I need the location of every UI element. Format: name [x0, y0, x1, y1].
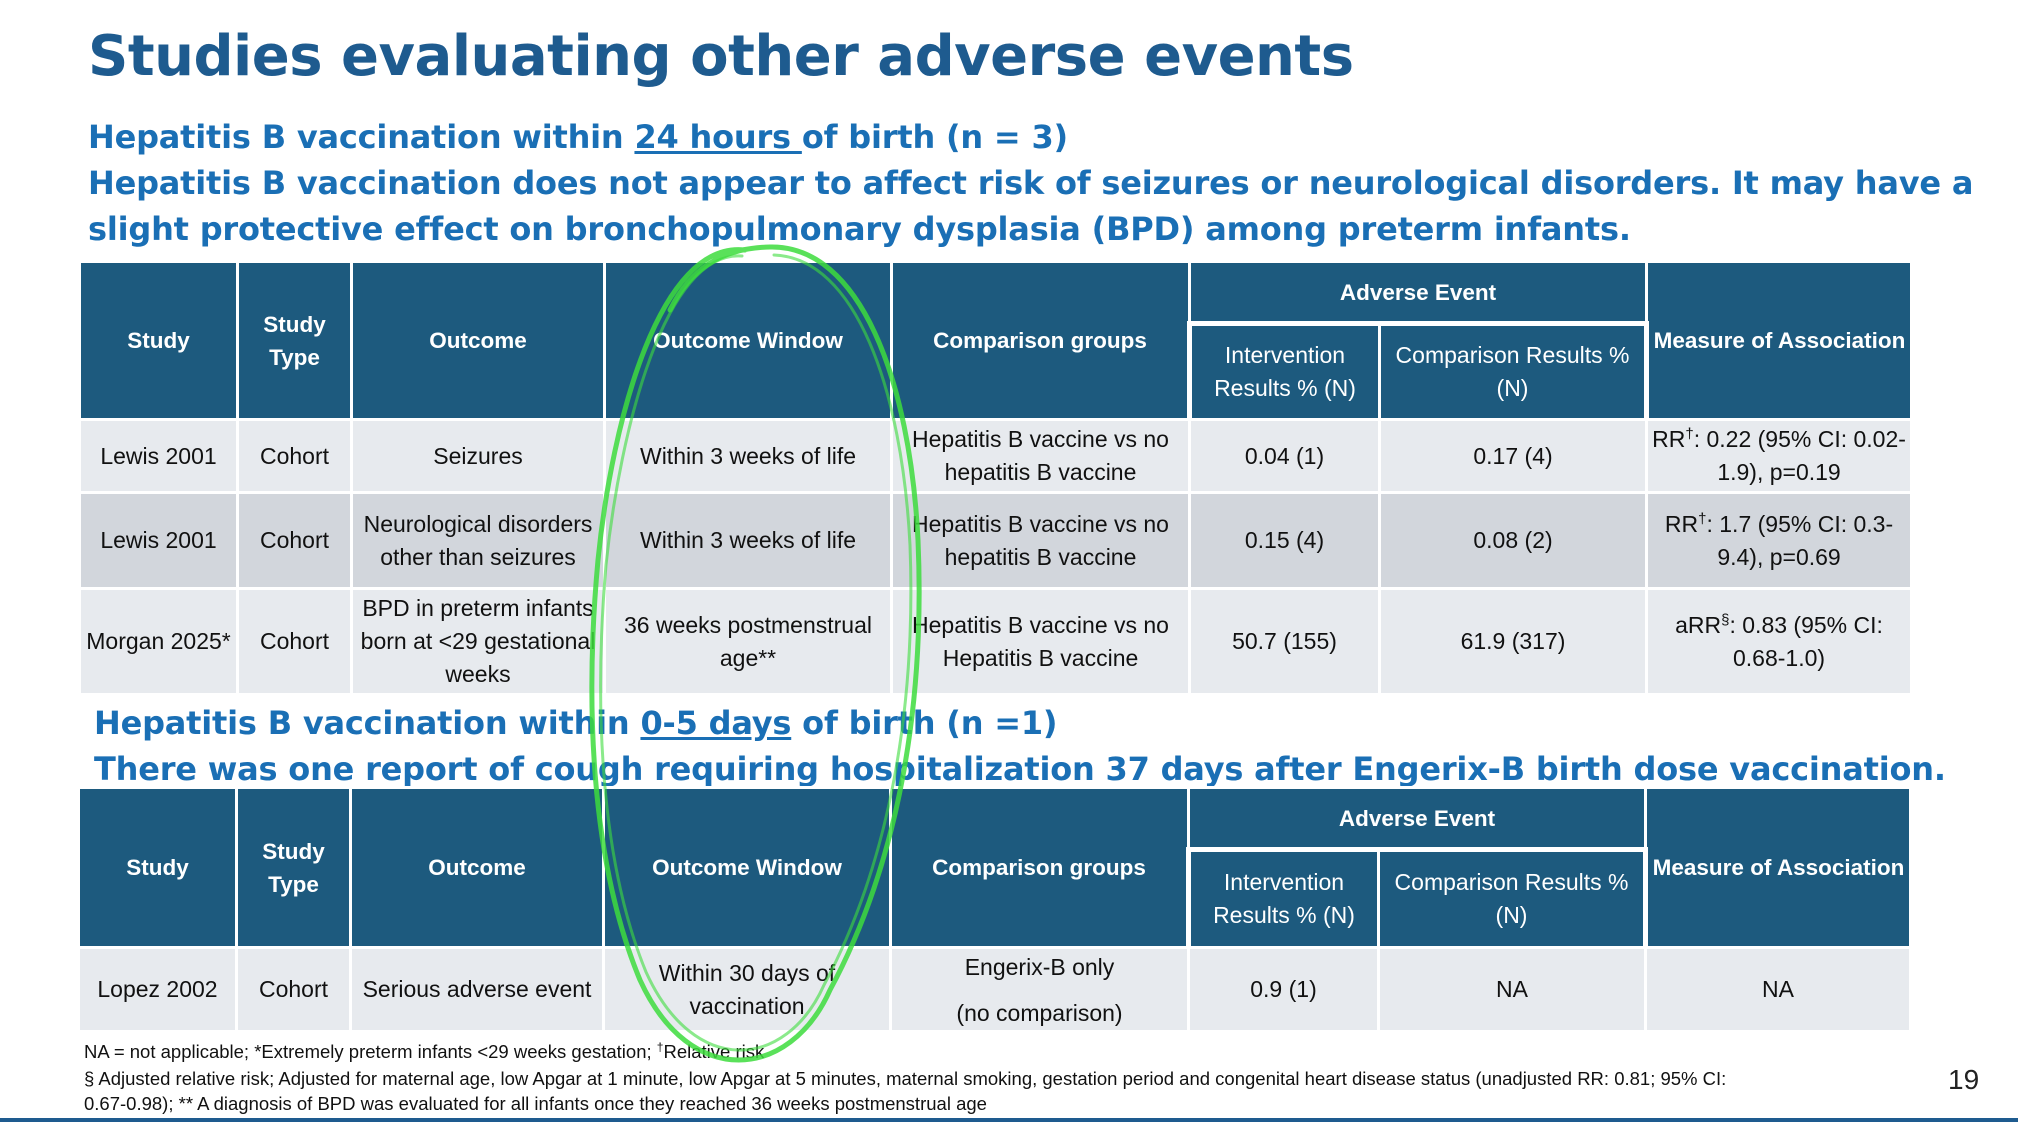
cell-comparison-results: 61.9 (317) [1377, 587, 1649, 696]
cell-outcome-window: Within 3 weeks of life [603, 418, 893, 494]
col-header-study-type: Study Type [235, 786, 352, 949]
cell-study: Morgan 2025* [78, 587, 239, 696]
cell-outcome-window: Within 30 days of vaccination [602, 946, 892, 1033]
cell-intervention-results: 50.7 (155) [1188, 587, 1381, 696]
footnote-text: NA = not applicable; *Extremely preterm … [84, 1041, 657, 1062]
col-header-outcome: Outcome [350, 260, 606, 421]
section2-heading: Hepatitis B vaccination within 0-5 days … [94, 700, 1058, 746]
cell-comparison-groups: Hepatitis B vaccine vs no hepatitis B va… [890, 491, 1191, 590]
measure-prefix: RR [1664, 510, 1699, 537]
cell-measure: RR†: 1.7 (95% CI: 0.3-9.4), p=0.69 [1645, 491, 1914, 590]
cell-measure: NA [1644, 946, 1913, 1033]
table-24-hours: Study Study Type Outcome Outcome Window … [78, 260, 1914, 696]
table-row: Lewis 2001 Cohort Seizures Within 3 week… [78, 418, 1914, 494]
col-header-outcome-window: Outcome Window [602, 786, 892, 949]
col-header-measure: Measure of Association [1645, 260, 1914, 421]
cell-study: Lewis 2001 [78, 418, 239, 494]
col-header-adverse-event: Adverse Event [1186, 786, 1648, 852]
section2-summary: There was one report of cough requiring … [94, 750, 1946, 788]
cell-comparison-results: 0.08 (2) [1377, 491, 1649, 590]
table-row: Lewis 2001 Cohort Neurological disorders… [78, 491, 1914, 590]
section1-summary-line2: slight protective effect on bronchopulmo… [88, 210, 1631, 248]
cell-comparison-results: 0.17 (4) [1377, 418, 1649, 494]
slide-title: Studies evaluating other adverse events [88, 24, 1354, 89]
section1-heading-underlined: 24 hours [634, 118, 802, 156]
cell-measure: aRR§: 0.83 (95% CI: 0.68-1.0) [1645, 587, 1914, 696]
cell-intervention-results: 0.9 (1) [1187, 946, 1380, 1033]
measure-value: : 0.22 (95% CI: 0.02-1.9), p=0.19 [1693, 426, 1906, 485]
footnote-line3: 0.67-0.98); ** A diagnosis of BPD was ev… [84, 1093, 987, 1114]
footnote-text: Relative risk [663, 1041, 765, 1062]
table-row: Morgan 2025* Cohort BPD in preterm infan… [78, 587, 1914, 696]
cell-outcome-window: 36 weeks postmenstrual age** [603, 587, 893, 696]
section2-heading-underlined: 0-5 days [640, 704, 792, 742]
col-header-study: Study [77, 786, 238, 949]
measure-value: : 0.83 (95% CI: 0.68-1.0) [1729, 611, 1883, 671]
section1-summary-line1: Hepatitis B vaccination does not appear … [88, 164, 1974, 202]
table-0-5-days: Study Study Type Outcome Outcome Window … [77, 786, 1913, 1033]
col-header-outcome-window: Outcome Window [603, 260, 893, 421]
section-mark: § [1721, 610, 1730, 628]
cell-study-type: Cohort [236, 587, 353, 696]
cell-comparison-results: NA [1376, 946, 1648, 1033]
cell-study: Lewis 2001 [78, 491, 239, 590]
footnote-line2: § Adjusted relative risk; Adjusted for m… [84, 1068, 1727, 1089]
cell-outcome-window: Within 3 weeks of life [603, 491, 893, 590]
col-header-study-type: Study Type [236, 260, 353, 421]
bottom-rule [0, 1118, 2018, 1122]
col-header-comparison-results: Comparison Results % (N) [1377, 322, 1650, 421]
cell-outcome: Neurological disorders other than seizur… [350, 491, 606, 590]
page-number: 19 [1948, 1064, 1980, 1095]
measure-value: : 1.7 (95% CI: 0.3-9.4), p=0.69 [1706, 510, 1894, 570]
col-header-outcome: Outcome [349, 786, 605, 949]
col-header-intervention-results: Intervention Results % (N) [1186, 848, 1380, 949]
dagger-mark: † [1685, 425, 1694, 443]
comparison-line1: Engerix-B only [964, 953, 1115, 980]
cell-outcome: Seizures [350, 418, 606, 494]
col-header-comparison-groups: Comparison groups [889, 786, 1190, 949]
col-header-adverse-event: Adverse Event [1187, 260, 1649, 326]
cell-intervention-results: 0.15 (4) [1188, 491, 1381, 590]
cell-study-type: Cohort [235, 946, 352, 1033]
cell-outcome: BPD in preterm infants born at <29 gesta… [350, 587, 606, 696]
col-header-comparison-groups: Comparison groups [890, 260, 1191, 421]
table-row: Lopez 2002 Cohort Serious adverse event … [77, 946, 1913, 1033]
comparison-line2: (no comparison) [956, 999, 1123, 1026]
cell-study-type: Cohort [236, 418, 353, 494]
cell-comparison-groups: Engerix-B only (no comparison) [889, 946, 1190, 1033]
col-header-comparison-results: Comparison Results % (N) [1376, 848, 1649, 949]
cell-comparison-groups: Hepatitis B vaccine vs no Hepatitis B va… [890, 587, 1191, 696]
section1-heading-suffix: of birth (n = 3) [801, 118, 1068, 156]
cell-measure: RR†: 0.22 (95% CI: 0.02-1.9), p=0.19 [1645, 418, 1914, 494]
section2-heading-prefix: Hepatitis B vaccination within [94, 704, 641, 742]
cell-study: Lopez 2002 [77, 946, 238, 1033]
section1-heading: Hepatitis B vaccination within 24 hours … [88, 114, 1068, 160]
col-header-study: Study [78, 260, 239, 421]
col-header-measure: Measure of Association [1644, 786, 1913, 949]
section1-heading-prefix: Hepatitis B vaccination within [88, 118, 635, 156]
measure-prefix: RR [1652, 426, 1686, 452]
cell-outcome: Serious adverse event [349, 946, 605, 1033]
col-header-intervention-results: Intervention Results % (N) [1187, 322, 1381, 421]
cell-intervention-results: 0.04 (1) [1188, 418, 1381, 494]
cell-study-type: Cohort [236, 491, 353, 590]
footnote-line1: NA = not applicable; *Extremely preterm … [84, 1039, 764, 1065]
dagger-mark: † [1698, 509, 1707, 527]
section2-heading-suffix: of birth (n =1) [791, 704, 1058, 742]
measure-prefix: aRR [1675, 611, 1722, 638]
cell-comparison-groups: Hepatitis B vaccine vs no hepatitis B va… [890, 418, 1191, 494]
